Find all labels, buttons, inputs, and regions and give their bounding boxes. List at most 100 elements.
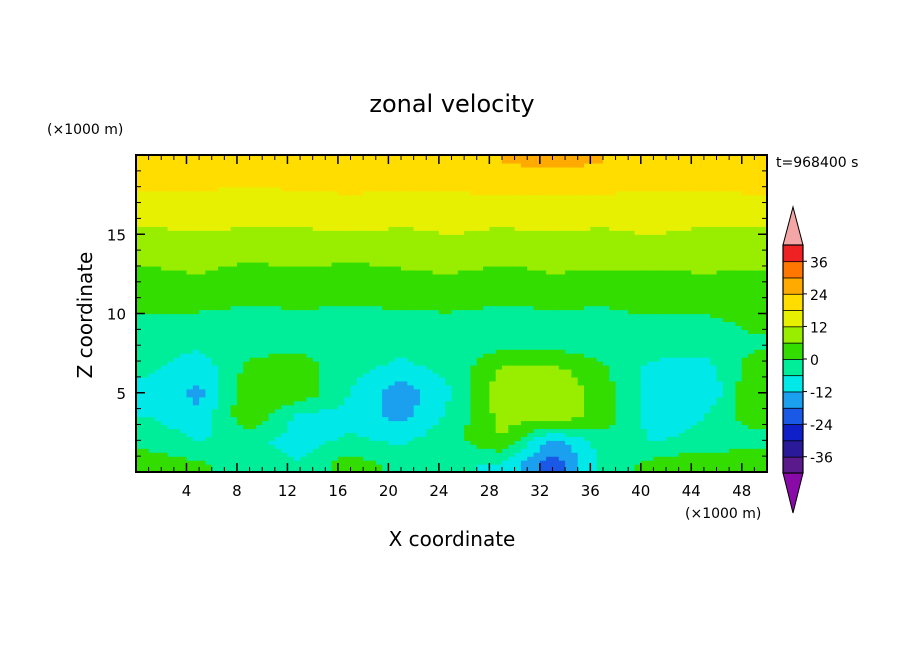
field-cell [640, 408, 648, 414]
field-cell [274, 273, 282, 279]
field-cell [741, 313, 749, 319]
field-cell [249, 333, 257, 338]
field-cell [533, 325, 541, 330]
field-cell [514, 368, 522, 374]
field-cell [236, 368, 244, 374]
field-cell [464, 380, 472, 386]
field-cell [710, 384, 718, 390]
field-cell [565, 468, 572, 472]
field-cell [703, 273, 711, 279]
field-cell [154, 384, 162, 390]
field-cell [520, 281, 528, 287]
field-cell [634, 392, 642, 398]
field-cell [243, 293, 251, 299]
field-cell [691, 440, 699, 445]
field-cell [520, 297, 528, 303]
field-cell [754, 341, 762, 346]
field-cell [407, 357, 415, 362]
field-cell [211, 448, 219, 453]
field-cell [180, 412, 188, 418]
field-cell [312, 424, 320, 430]
field-cell [224, 396, 232, 402]
field-cell [741, 368, 749, 374]
field-cell [255, 380, 263, 386]
field-cell [300, 333, 307, 338]
field-cell [684, 345, 692, 350]
field-cell [300, 325, 307, 330]
field-cell [647, 420, 655, 426]
field-cell [136, 305, 143, 311]
field-cell [249, 432, 257, 437]
field-cell [243, 392, 251, 398]
field-cell [590, 416, 598, 422]
field-cell [628, 392, 636, 398]
field-cell [356, 329, 364, 334]
field-cell [666, 400, 673, 406]
field-cell [142, 448, 150, 453]
field-cell [369, 428, 377, 433]
field-cell [628, 404, 636, 410]
field-cell [615, 428, 623, 433]
field-cell [293, 384, 301, 390]
field-cell [672, 424, 680, 430]
field-cell [438, 372, 446, 378]
field-cell [533, 365, 541, 370]
field-cell [697, 408, 705, 414]
field-cell [426, 333, 434, 338]
field-cell [388, 289, 396, 295]
field-cell [136, 376, 143, 382]
field-cell [495, 440, 503, 445]
field-cell [262, 432, 270, 437]
field-cell [722, 309, 730, 315]
field-cell [167, 353, 175, 358]
field-cell [489, 325, 497, 330]
field-cell [735, 353, 743, 358]
field-cell [337, 400, 345, 406]
field-cell [647, 408, 655, 414]
field-cell [382, 408, 389, 414]
field-cell [609, 345, 617, 350]
field-cell [760, 317, 767, 323]
field-cell [571, 448, 579, 453]
field-cell [142, 380, 150, 386]
field-cell [249, 452, 257, 457]
field-cell [375, 365, 383, 370]
field-cell [470, 337, 478, 342]
field-cell [451, 317, 459, 323]
field-cell [691, 456, 699, 461]
field-cell [483, 345, 490, 350]
field-cell [293, 313, 301, 319]
field-cell [426, 424, 434, 430]
field-cell [186, 333, 194, 338]
field-cell [653, 277, 661, 283]
field-cell [281, 412, 289, 418]
field-cell [653, 297, 661, 303]
field-cell [729, 285, 737, 291]
field-cell [602, 321, 610, 326]
field-cell [571, 293, 579, 299]
field-cell [199, 464, 207, 469]
field-cell [161, 436, 169, 441]
field-cell [470, 448, 478, 453]
field-cell [318, 361, 326, 366]
field-cell [508, 444, 516, 449]
field-cell [729, 424, 737, 430]
field-cell [142, 368, 150, 374]
field-cell [199, 341, 207, 346]
field-cell [539, 420, 547, 426]
field-cell [211, 309, 219, 315]
field-cell [268, 349, 276, 354]
field-cell [419, 345, 427, 350]
field-cell [186, 285, 194, 291]
field-cell [293, 297, 301, 303]
field-cell [609, 337, 617, 342]
field-cell [546, 424, 554, 430]
field-cell [287, 297, 295, 303]
field-cell [388, 281, 396, 287]
field-cell [274, 416, 282, 422]
field-cell [331, 436, 339, 441]
field-cell [419, 357, 427, 362]
field-cell [426, 337, 434, 342]
field-cell [369, 384, 377, 390]
field-cell [520, 436, 528, 441]
